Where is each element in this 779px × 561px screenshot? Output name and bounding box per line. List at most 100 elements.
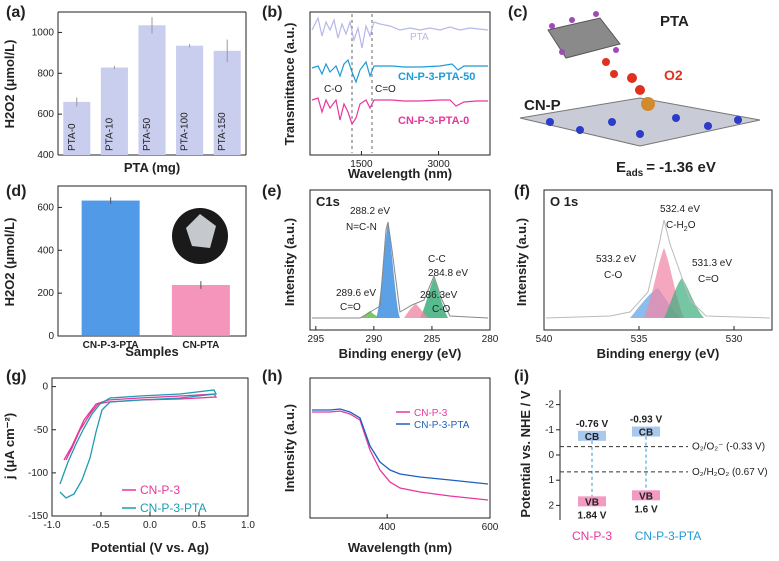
h-ylabel: Intensity (a.u.)	[282, 404, 297, 492]
c-molecule-pta	[547, 11, 621, 78]
i-ytick-label: 2	[548, 500, 554, 511]
b-series-pta	[311, 16, 489, 49]
c-eads-value: = -1.36 eV	[646, 159, 716, 176]
e-lbl-bond4: C=O	[340, 302, 361, 313]
a-bar-PTA-0	[63, 101, 91, 155]
b-series-cnp3pta0	[311, 97, 488, 126]
e-peak-ceqo	[360, 311, 380, 318]
c-pta-o-1	[602, 58, 610, 66]
a-ylabel: H2O2 (μmol/L)	[2, 40, 17, 129]
c-n-atom-6	[734, 116, 742, 124]
a-bar-PTA-150	[213, 50, 241, 155]
e-xtick-label: 295	[307, 334, 324, 345]
c-pta-atom-1	[549, 23, 555, 29]
f-xtick-label: 530	[726, 334, 743, 345]
g-xtick-label: 0.5	[192, 520, 206, 531]
a-ytick-label: 600	[37, 109, 54, 120]
d-ytick-label: 600	[37, 202, 54, 213]
f-envelope	[545, 219, 771, 319]
g-ytick-label: -50	[34, 425, 49, 436]
panel-f: (f) O 1s 532.4 eV C-H2O 533.2 eV C-O 531…	[514, 183, 773, 361]
g-ylabel: j (μA cm⁻²)	[2, 413, 17, 480]
f-lbl-bond1-a: C-H	[666, 220, 684, 231]
e-title: C1s	[316, 194, 340, 209]
panel-f-label: (f)	[514, 183, 530, 200]
panel-h: (h) CN-P-3 CN-P-3-PTA 400 600 Wavelength …	[262, 368, 499, 555]
i-ytick-label: 1	[548, 475, 554, 486]
g-series-cnp3	[63, 393, 218, 461]
e-peak-cc	[420, 278, 448, 318]
h-series-cnp3	[312, 410, 489, 501]
i-yticks: -2 -1 0 1 2	[545, 400, 560, 511]
c-pta-ring	[547, 17, 621, 59]
g-xtick-label: -1.0	[43, 520, 61, 531]
e-xtick-label: 285	[424, 334, 441, 345]
h-frame	[309, 377, 491, 519]
c-eads-symbol: E	[616, 159, 626, 176]
g-xtick-label: 0.0	[143, 520, 157, 531]
d-cat-label: CN-PTA	[182, 340, 219, 351]
e-lbl-peak2: 284.8 eV	[428, 268, 468, 279]
c-cnp-plane	[519, 97, 761, 147]
a-bar-label: PTA-0	[67, 123, 78, 151]
i-bands: CB -0.76 V VB 1.84 V CN-P-3 CB -0.93 V VB 1.6 V C…	[572, 415, 701, 543]
c-n-atom-3	[608, 118, 616, 126]
e-lbl-peak1: 288.2 eV	[350, 206, 390, 217]
d-ytick-label: 400	[37, 245, 54, 256]
h-xticks: 400 600	[379, 514, 499, 533]
c-pta-atom-3	[593, 11, 599, 17]
a-bar-PTA-100	[176, 45, 204, 156]
c-eads: Eads = -1.36 eV	[616, 159, 716, 179]
i-vb-text: VB	[585, 497, 599, 508]
panel-i-label: (i)	[514, 368, 529, 385]
panel-c: (c) PTA O2 CN-P Eads =	[508, 4, 761, 179]
f-lbl-peak3: 531.3 eV	[692, 258, 732, 269]
d-ytick-label: 200	[37, 288, 54, 299]
panel-g: (g) CN-P-3 CN-P-3-PTA -1.0 -0.5 0.0 0.5 1.0 …	[2, 368, 255, 555]
e-peak-nceqn	[376, 222, 400, 318]
f-ylabel: Intensity (a.u.)	[514, 218, 529, 306]
c-eads-sub: ads	[626, 168, 644, 179]
b-legend-cnp3pta0: CN-P-3-PTA-0	[398, 115, 469, 127]
i-cb-value: -0.76 V	[576, 419, 609, 430]
c-cnp-sheet	[519, 97, 761, 147]
h-legend-cnp3: CN-P-3	[414, 408, 448, 419]
e-lbl-bond3: C-O	[432, 304, 451, 315]
f-lbl-bond1: C-H2O	[666, 220, 696, 233]
h-xtick-label: 400	[379, 522, 396, 533]
f-xlabel: Binding energy (eV)	[597, 346, 720, 361]
a-bar-label: PTA-100	[180, 112, 191, 151]
d-photo	[172, 208, 228, 264]
panel-e: (e) C1s 288.2 eV N=C-N C-C 284.8 eV 286.…	[262, 183, 499, 361]
i-vb-value: 1.84 V	[578, 510, 607, 521]
e-ylabel: Intensity (a.u.)	[282, 218, 297, 306]
b-xlabel: Wavelength (nm)	[348, 166, 452, 181]
e-xlabel: Binding energy (eV)	[339, 346, 462, 361]
c-n-atom-1	[546, 118, 554, 126]
f-lbl-peak2: 533.2 eV	[596, 254, 636, 265]
a-ytick-label: 1000	[32, 27, 55, 38]
i-vb-box	[632, 490, 660, 501]
a-ytick-label: 800	[37, 68, 54, 79]
c-pta-atom-2	[569, 17, 575, 23]
f-lbl-bond1-tail: O	[688, 220, 696, 231]
c-n-atom-7	[636, 130, 644, 138]
i-ytick-label: -2	[545, 400, 554, 411]
f-lbl-bond3: C=O	[698, 274, 719, 285]
g-ytick-label: -150	[28, 511, 48, 522]
i-ylabel: Potential vs. NHE / V	[518, 390, 533, 517]
d-cat-label: CN-P-3-PTA	[83, 340, 139, 351]
panel-i: (i) -2 -1 0 1 2 CB -0.76 V VB 1.84 V CN-P-3 CB -0.…	[514, 368, 768, 543]
g-legend-cnp3: CN-P-3	[140, 483, 180, 497]
c-n-atom-4	[672, 114, 680, 122]
b-series-cnp3pta50	[311, 58, 488, 84]
g-yticks: 0 -50 -100 -150	[28, 382, 56, 522]
i-cb-box	[632, 426, 660, 437]
a-xlabel: PTA (mg)	[124, 160, 180, 175]
c-label-o2: O2	[664, 67, 683, 83]
e-xtick-label: 290	[366, 334, 383, 345]
panel-b: (b) PTA CN-P-3-PTA-50 CN-P-3-PTA-0 C-O C…	[262, 4, 491, 181]
c-o2-molecule	[627, 73, 645, 95]
h-series-cnp3pta	[312, 408, 489, 485]
